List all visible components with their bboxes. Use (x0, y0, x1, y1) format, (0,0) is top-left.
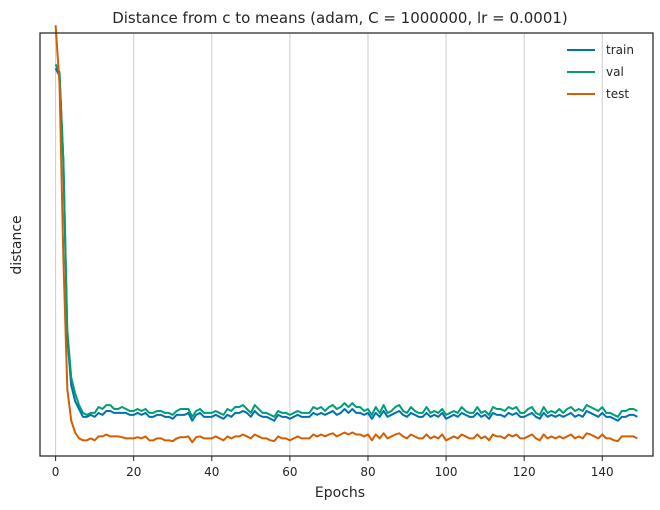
series-layer (54, 25, 638, 444)
legend: train val test (567, 43, 634, 101)
legend-label-train: train (606, 43, 634, 57)
x-tick-label: 140 (591, 465, 614, 479)
y-axis-label: distance (9, 215, 25, 274)
x-tick-label: 0 (52, 465, 60, 479)
x-tick-label: 100 (435, 465, 458, 479)
x-tick-label: 120 (513, 465, 536, 479)
x-tick-labels: 0 20 40 60 80 100 120 140 (52, 456, 614, 479)
series-line-train (54, 67, 638, 422)
x-axis-label: Epochs (315, 485, 365, 501)
chart-title: Distance from c to means (adam, C = 1000… (112, 9, 568, 27)
x-tick-label: 40 (204, 465, 219, 479)
series-line-test (54, 25, 638, 444)
x-tick-label: 60 (282, 465, 297, 479)
legend-label-val: val (606, 65, 624, 79)
legend-label-test: test (606, 87, 629, 101)
x-tick-label: 20 (126, 465, 141, 479)
x-grid (55, 33, 603, 456)
plot-frame (39, 32, 654, 457)
x-tick-label: 80 (360, 465, 375, 479)
series-line-val (54, 63, 638, 418)
